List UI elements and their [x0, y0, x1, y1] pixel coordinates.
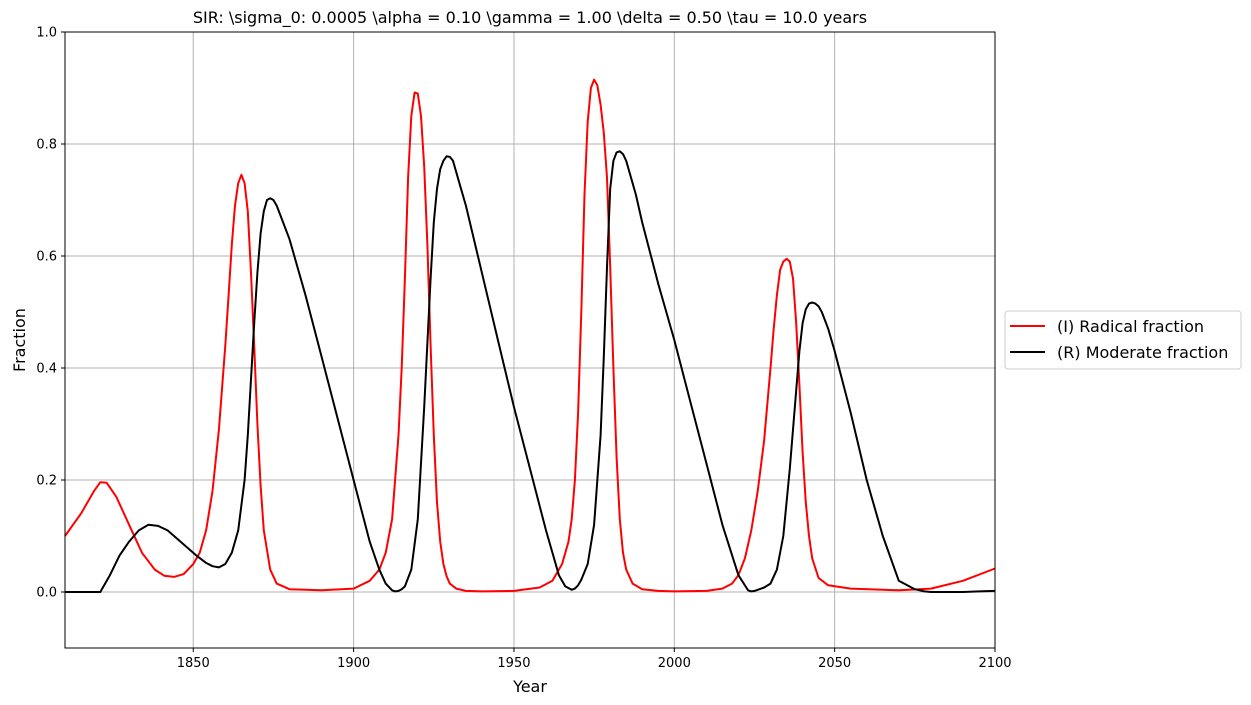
- x-tick-label: 2050: [818, 656, 851, 671]
- legend-box: [1004, 310, 1242, 370]
- x-tick-label: 1950: [497, 656, 530, 671]
- y-tick-label: 1.0: [36, 26, 57, 41]
- legend-label-moderate: (R) Moderate fraction: [1057, 343, 1228, 362]
- x-tick-label: 1850: [177, 656, 210, 671]
- x-axis-label: Year: [512, 677, 547, 696]
- y-tick-label: 0.8: [36, 138, 57, 153]
- series-line-radical: [64, 78, 996, 593]
- legend: (I) Radical fraction (R) Moderate fracti…: [1004, 310, 1242, 370]
- y-axis-label: Fraction: [10, 308, 29, 372]
- plot-frame: [64, 31, 996, 649]
- x-tick-label: 2000: [658, 656, 691, 671]
- y-tick-label: 0.6: [36, 250, 57, 265]
- chart-title: SIR: \sigma_0: 0.0005 \alpha = 0.10 \gam…: [193, 8, 867, 28]
- y-tick-label: 0.2: [36, 474, 57, 489]
- axis-ticks: 1850 1900 1950 2000 2050 2100 0.0 0.2 0.4 0.6 0.8 1…: [36, 26, 1011, 672]
- legend-label-radical: (I) Radical fraction: [1057, 317, 1204, 336]
- y-tick-label: 0.4: [36, 362, 57, 377]
- series-line-moderate: [65, 150, 996, 593]
- grid-lines: [65, 31, 996, 648]
- x-tick-label: 1900: [337, 656, 370, 671]
- series-lines: [64, 78, 996, 593]
- y-tick-label: 0.0: [36, 586, 57, 601]
- x-tick-label: 2100: [978, 656, 1011, 671]
